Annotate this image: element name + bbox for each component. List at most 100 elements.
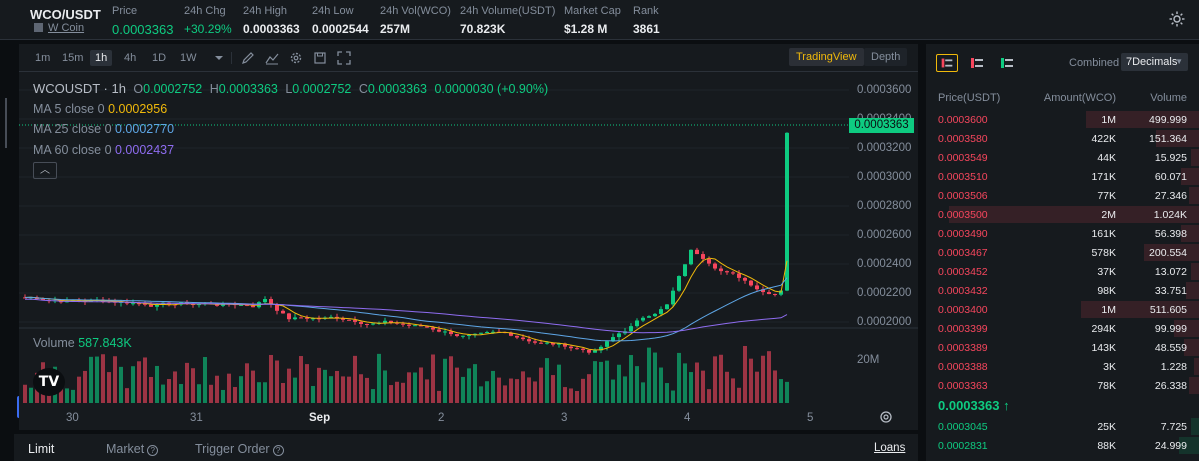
ask-price: 0.0003500	[938, 209, 988, 221]
chart-toolbar: 1m 15m 1h 4h 1D 1W TradingView Depth	[19, 44, 918, 72]
ask-amount: 161K	[1091, 228, 1116, 240]
candle-body	[755, 285, 759, 290]
rail-scroll-indicator[interactable]	[5, 98, 7, 148]
ask-row[interactable]: 0.0003510 171K 60.071	[926, 167, 1199, 186]
candle-body	[389, 320, 393, 323]
volume-bar	[455, 367, 459, 403]
time-tick: Sep	[309, 412, 331, 424]
volume-bar	[479, 386, 483, 403]
volume-bar	[23, 384, 27, 403]
ask-row[interactable]: 0.0003399 294K 99.999	[926, 319, 1199, 338]
settings-icon[interactable]	[879, 410, 893, 424]
coin-name-link[interactable]: W Coin	[34, 22, 84, 34]
orderbook-asks-icon[interactable]	[996, 54, 1018, 72]
tab-market[interactable]: Market?	[106, 442, 159, 456]
stat-value: 257M	[380, 22, 411, 36]
orderbook-mid-price[interactable]: 0.0003363 ↑	[938, 398, 1010, 413]
timeframe-1W[interactable]: 1W	[180, 52, 197, 64]
ask-row[interactable]: 0.0003388 3K 1.228	[926, 357, 1199, 376]
ask-row[interactable]: 0.0003500 2M 1.024K	[926, 205, 1199, 224]
indicators-icon[interactable]	[265, 51, 279, 65]
ask-volume: 60.071	[1154, 171, 1187, 183]
ask-row[interactable]: 0.0003490 161K 56.398	[926, 224, 1199, 243]
ask-row[interactable]: 0.0003452 37K 13.072	[926, 262, 1199, 281]
candle-body	[719, 268, 723, 272]
volume-bar	[143, 357, 147, 403]
timeframe-1m[interactable]: 1m	[35, 52, 51, 64]
volume-bar	[257, 382, 261, 403]
volume-bar	[155, 365, 159, 403]
time-tick: 31	[190, 412, 203, 424]
price-tick: 0.0003200	[857, 142, 912, 154]
candle-body	[425, 326, 429, 328]
volume-bar	[239, 376, 243, 403]
volume-bar	[167, 379, 171, 403]
bid-volume: 24.999	[1154, 440, 1187, 452]
ask-row[interactable]: 0.0003549 44K 15.925	[926, 148, 1199, 167]
bid-row[interactable]: 0.0002831 88K 24.999	[926, 436, 1199, 455]
ask-volume: 499.999	[1149, 114, 1187, 126]
tab-limit[interactable]: Limit	[28, 442, 55, 456]
ask-amount: 1M	[1101, 304, 1116, 316]
candle-body	[155, 304, 159, 307]
decimals-dropdown[interactable]: 7Decimals ▼	[1121, 53, 1188, 71]
volume-bar	[227, 373, 231, 403]
ask-price: 0.0003490	[938, 228, 988, 240]
chevron-down-icon: ▼	[1175, 57, 1183, 66]
ask-row[interactable]: 0.0003467 578K 200.554	[926, 243, 1199, 262]
ask-price: 0.0003549	[938, 152, 988, 164]
candle-body	[407, 324, 411, 326]
candle-body	[539, 342, 543, 344]
volume-bar	[683, 363, 687, 403]
info-icon[interactable]: ?	[147, 445, 159, 456]
theme-toggle-icon[interactable]	[1169, 11, 1185, 27]
tradingview-logo[interactable]: TV	[33, 368, 65, 396]
ma60-legend: MA 60 close 0 0.0002437	[33, 143, 174, 157]
timeframe-15m[interactable]: 15m	[62, 52, 84, 64]
candle-body	[641, 317, 645, 321]
fullscreen-icon[interactable]	[337, 51, 351, 65]
draw-pen-icon[interactable]	[241, 51, 255, 65]
timeframe-1D[interactable]: 1D	[152, 52, 167, 64]
info-icon[interactable]: ?	[272, 445, 284, 456]
candle-body	[665, 304, 669, 310]
volume-header: Volume	[1150, 92, 1187, 104]
candle-body	[137, 303, 141, 305]
collapse-legend-button[interactable]: ︿	[33, 162, 57, 179]
ask-row[interactable]: 0.0003400 1M 511.605	[926, 300, 1199, 319]
save-icon[interactable]	[313, 51, 327, 65]
ask-row[interactable]: 0.0003580 422K 151.364	[926, 129, 1199, 148]
volume-bar	[449, 356, 453, 403]
ask-amount: 422K	[1091, 133, 1116, 145]
tradingview-view-button[interactable]: TradingView	[789, 48, 864, 66]
volume-bar	[413, 372, 417, 403]
ask-row[interactable]: 0.0003389 143K 48.559	[926, 338, 1199, 357]
candle-body	[413, 325, 417, 327]
volume-bar	[659, 367, 663, 403]
bid-row[interactable]: 0.0003045 25K 7.725	[926, 417, 1199, 436]
ask-row[interactable]: 0.0003432 98K 33.751	[926, 281, 1199, 300]
pair-symbol[interactable]: WCO/USDT	[30, 7, 101, 22]
volume-bar	[371, 389, 375, 403]
ask-row[interactable]: 0.0003363 78K 26.338	[926, 376, 1199, 395]
orderbook-bids-icon[interactable]	[966, 54, 988, 72]
timeframe-1h[interactable]: 1h	[90, 50, 113, 66]
gear-icon[interactable]	[289, 51, 303, 65]
loans-link[interactable]: Loans	[874, 442, 906, 454]
candle-body	[593, 350, 597, 353]
stat-value: 0.0003363	[112, 22, 174, 37]
ask-row[interactable]: 0.0003600 1M 499.999	[926, 110, 1199, 129]
timeframe-4h[interactable]: 4h	[124, 52, 137, 64]
price-tick: 0.0003600	[857, 84, 912, 96]
ask-price: 0.0003467	[938, 247, 988, 259]
chevron-down-icon[interactable]	[212, 51, 226, 65]
orderbook-both-icon[interactable]	[936, 54, 958, 72]
toolbar-divider	[231, 52, 232, 64]
tab-trigger-order[interactable]: Trigger Order?	[195, 442, 284, 456]
decimals-value: 7Decimals	[1126, 56, 1178, 68]
depth-view-button[interactable]: Depth	[864, 48, 908, 66]
stat-value: 3861	[633, 22, 660, 36]
candle-body	[509, 332, 513, 336]
ask-row[interactable]: 0.0003506 77K 27.346	[926, 186, 1199, 205]
candlestick-chart[interactable]	[19, 73, 918, 430]
